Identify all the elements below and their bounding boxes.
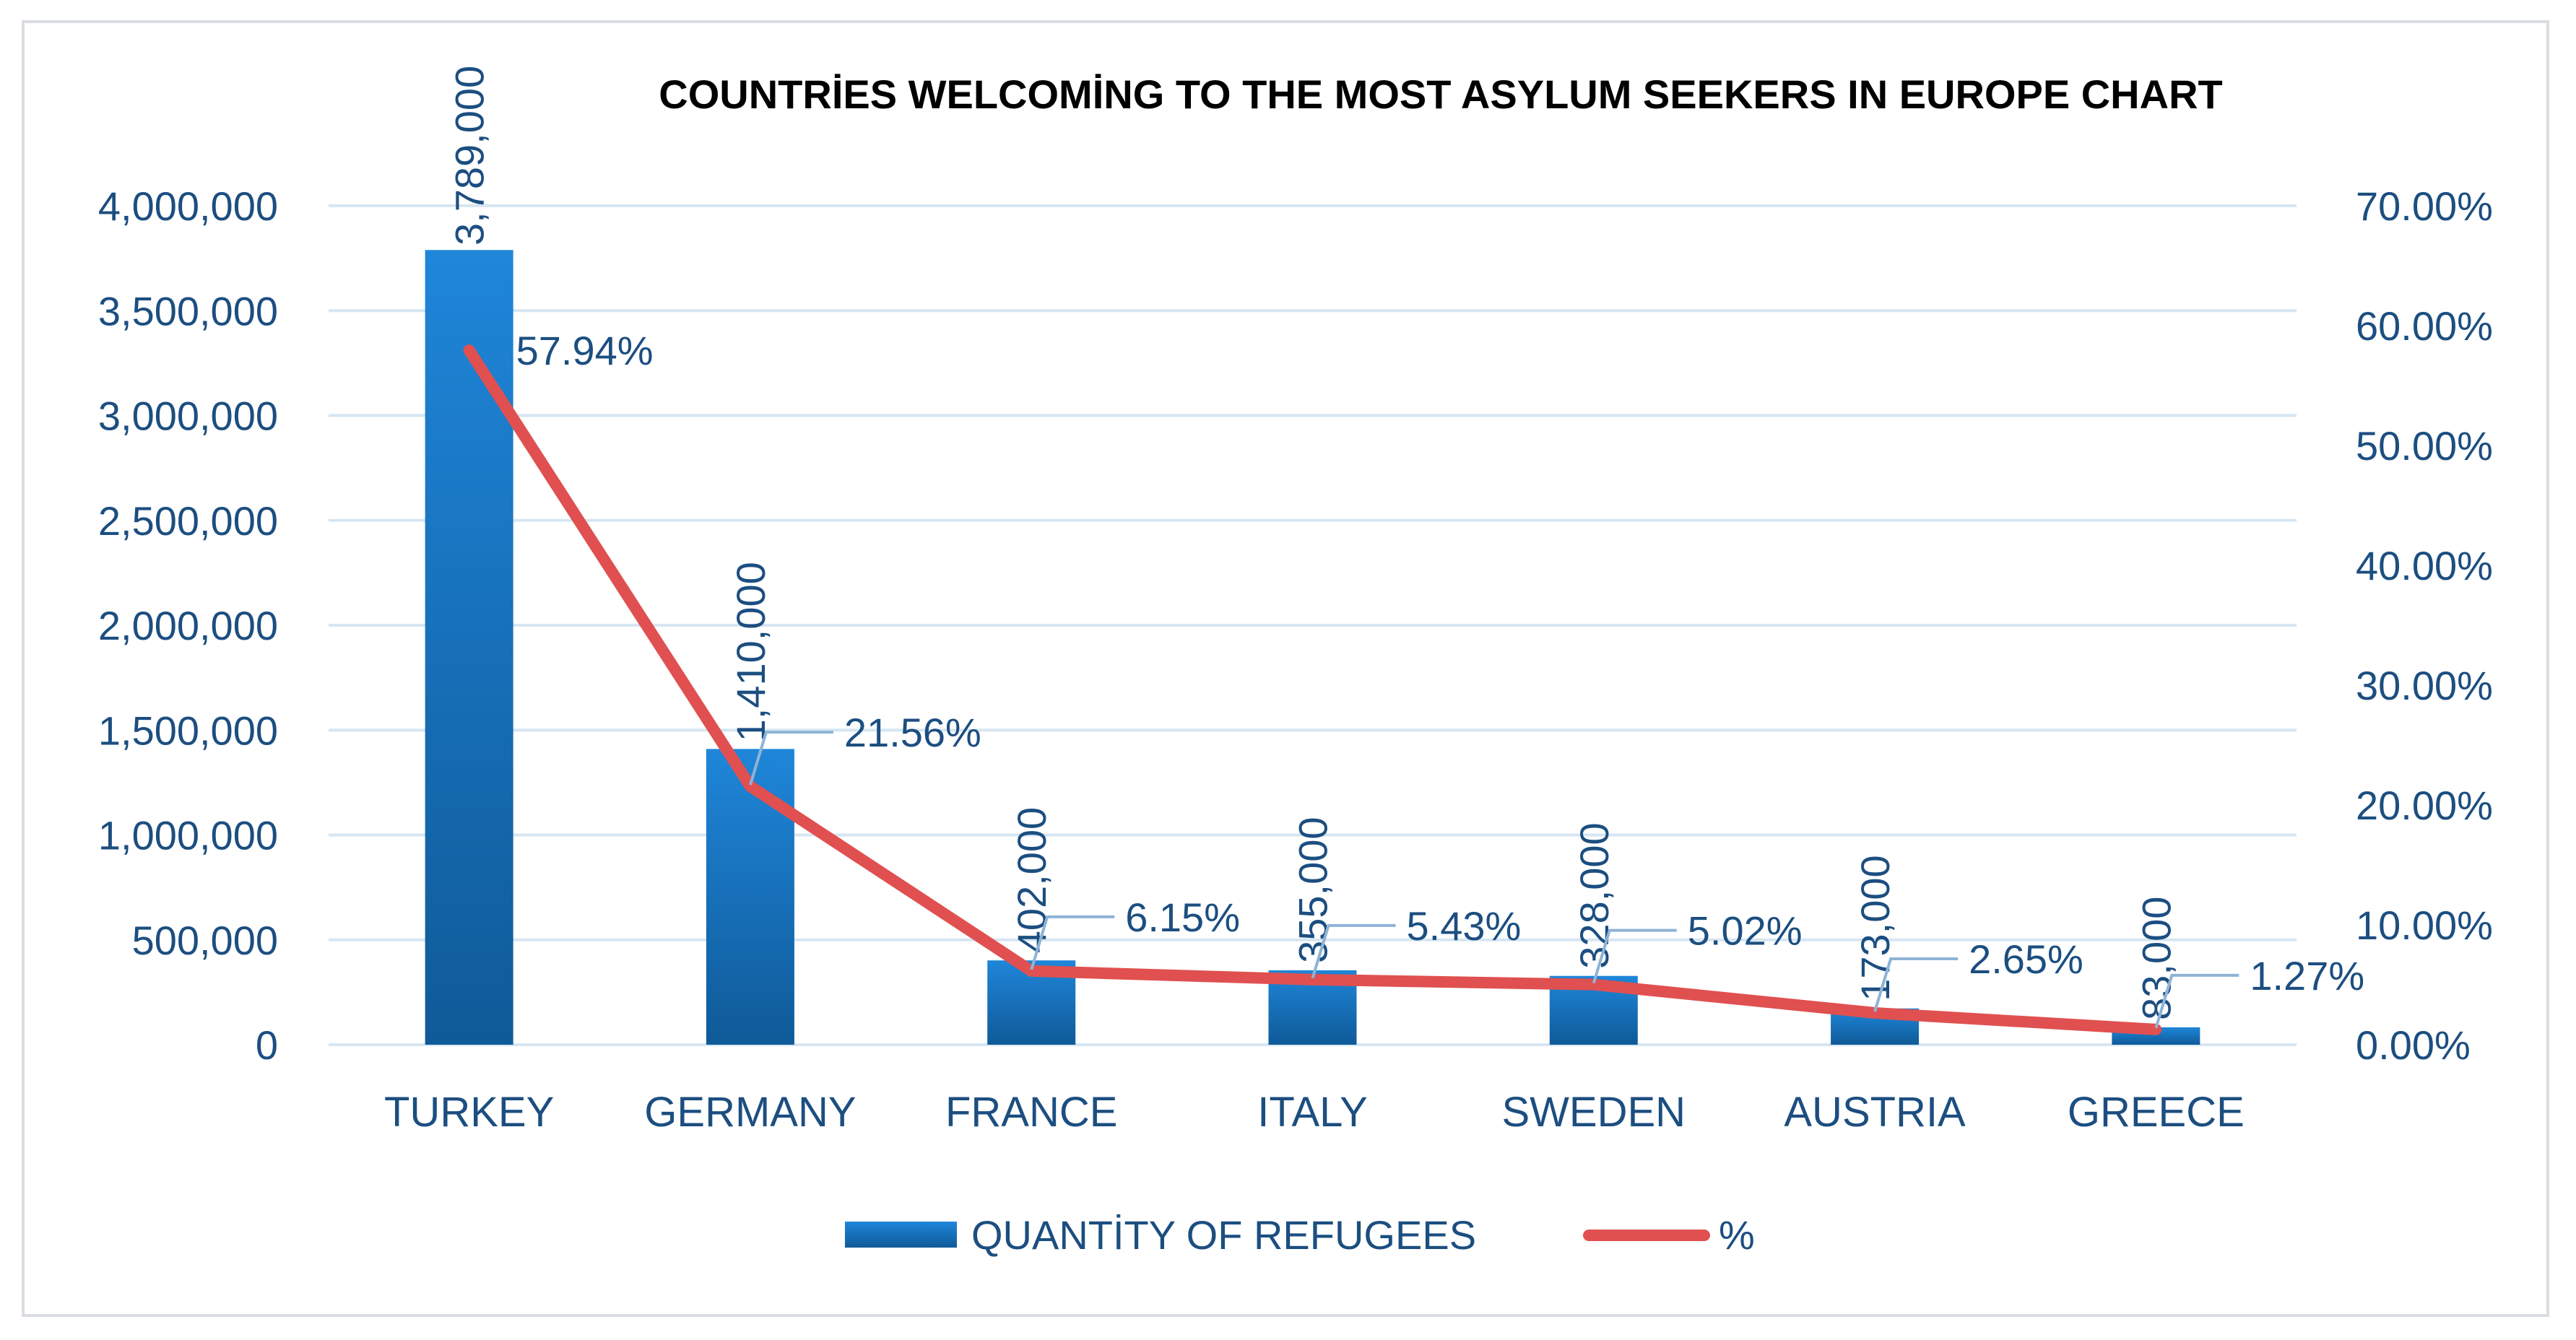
- leader-line: [749, 731, 833, 786]
- bar-value-label: 402,000: [1009, 807, 1054, 953]
- y-right-tick-label: 70.00%: [2356, 183, 2493, 229]
- y-left-tick-label: 2,500,000: [98, 498, 278, 544]
- bar: [425, 250, 513, 1045]
- y-left-tick-label: 3,000,000: [98, 393, 278, 439]
- leader-line: [1592, 928, 1677, 984]
- y-left-tick-label: 4,000,000: [98, 183, 278, 229]
- line-value-label: 21.56%: [844, 710, 981, 755]
- x-tick-label: FRANCE: [945, 1089, 1117, 1136]
- y-right-tick-label: 30.00%: [2356, 663, 2493, 708]
- bar-value-label: 3,789,000: [447, 66, 493, 245]
- leader-line: [2154, 973, 2239, 1029]
- line-value-label: 5.02%: [1688, 908, 1803, 954]
- x-tick-label: ITALY: [1257, 1089, 1368, 1136]
- legend-label-bars: QUANTİTY OF REFUGEES: [971, 1212, 1476, 1258]
- bar-value-label: 173,000: [1852, 855, 1898, 1001]
- y-left-tick-label: 1,000,000: [98, 813, 278, 858]
- line-point: [1589, 980, 1598, 989]
- bar-value-label: 328,000: [1571, 822, 1617, 968]
- x-tick-label: GREECE: [2068, 1089, 2245, 1136]
- bar: [706, 749, 794, 1045]
- bar-value-label: 355,000: [1291, 817, 1336, 962]
- line-value-label: 2.65%: [1969, 936, 2083, 982]
- y-right-tick-label: 40.00%: [2356, 543, 2493, 588]
- x-tick-label: SWEDEN: [1501, 1089, 1686, 1136]
- y-right-tick-label: 0.00%: [2356, 1022, 2471, 1068]
- chart-title: COUNTRİES WELCOMİNG TO THE MOST ASYLUM S…: [659, 71, 2222, 117]
- legend-label-line: %: [1719, 1212, 1755, 1258]
- y-right-tick-label: 10.00%: [2356, 902, 2493, 948]
- y-left-tick-label: 2,000,000: [98, 603, 278, 648]
- line-point: [745, 782, 755, 791]
- line-value-label: 5.43%: [1407, 903, 1522, 949]
- line-value-label: 57.94%: [516, 328, 654, 373]
- line-value-label: 1.27%: [2250, 953, 2364, 999]
- x-tick-label: GERMANY: [644, 1089, 856, 1136]
- y-left-tick-label: 3,500,000: [98, 288, 278, 334]
- y-right-tick-label: 20.00%: [2356, 783, 2493, 828]
- bar-value-label: 83,000: [2133, 897, 2179, 1020]
- line-point: [464, 346, 474, 355]
- y-left-tick-label: 500,000: [132, 918, 278, 963]
- line-value-label: 6.15%: [1125, 895, 1240, 940]
- leader-line: [1311, 923, 1396, 979]
- legend-swatch-bars: [845, 1222, 957, 1248]
- bar-value-label: 1,410,000: [728, 562, 773, 741]
- line-point: [1308, 975, 1317, 984]
- line-point: [2151, 1024, 2161, 1034]
- x-tick-label: TURKEY: [384, 1089, 554, 1136]
- leader-line: [1873, 957, 1959, 1012]
- x-tick-label: AUSTRIA: [1784, 1089, 1966, 1136]
- y-right-tick-label: 60.00%: [2356, 303, 2493, 349]
- y-left-tick-label: 1,500,000: [98, 708, 278, 753]
- line-point: [1027, 966, 1036, 975]
- leader-line: [1030, 915, 1115, 970]
- line-point: [1870, 1009, 1880, 1018]
- y-left-tick-label: 0: [256, 1022, 278, 1068]
- y-right-tick-label: 50.00%: [2356, 423, 2493, 469]
